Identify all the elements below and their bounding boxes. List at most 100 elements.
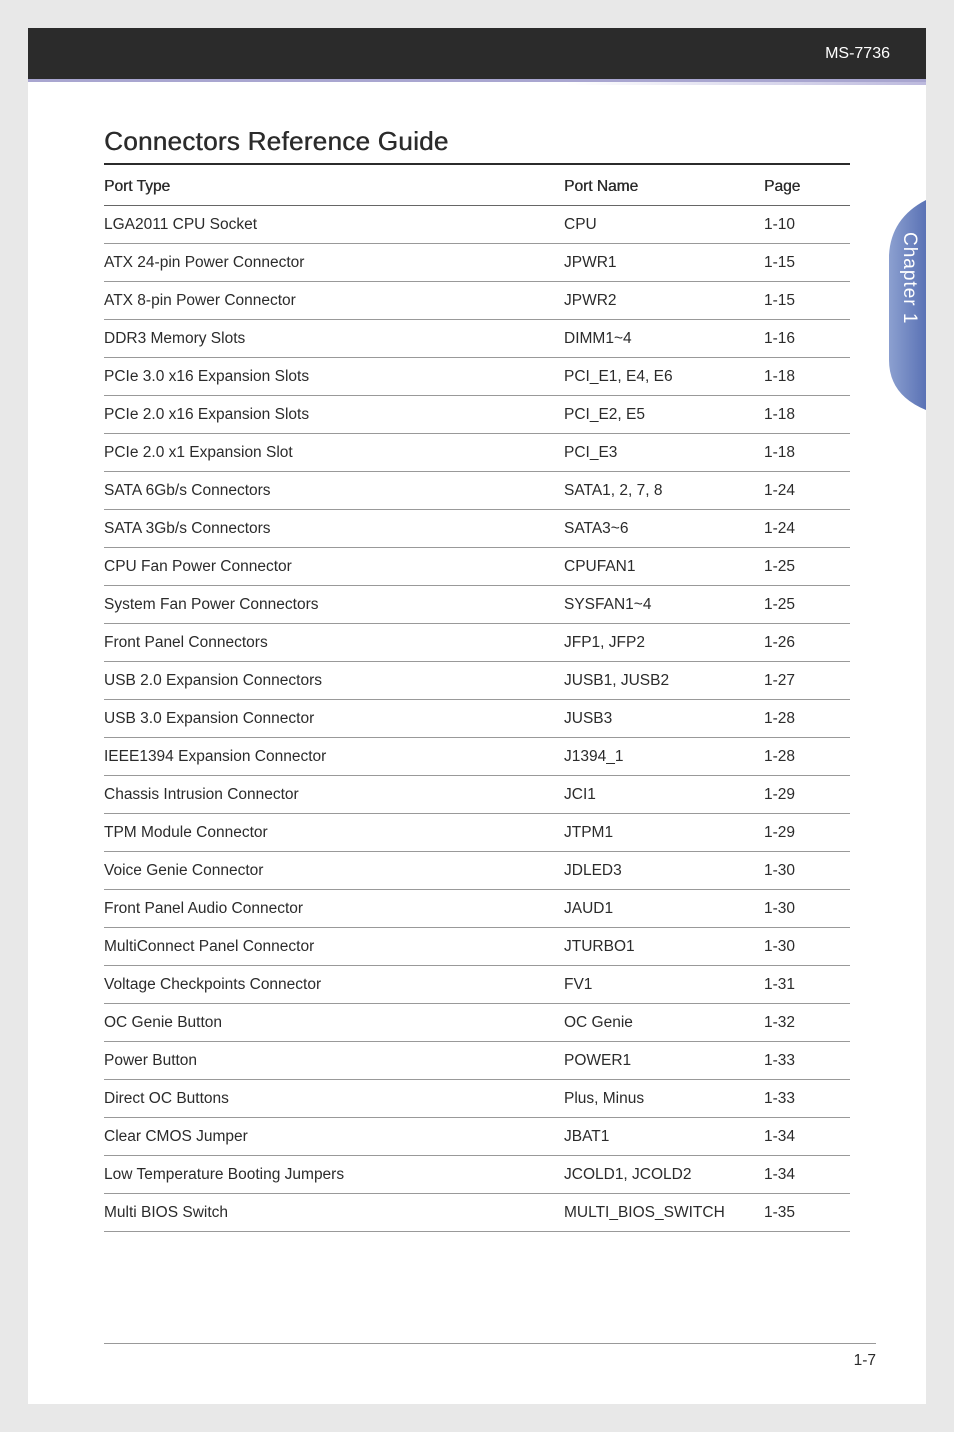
- table-row: Voice Genie ConnectorJDLED31-30: [104, 852, 850, 890]
- cell-page: 1-33: [764, 1080, 850, 1118]
- cell-page: 1-16: [764, 320, 850, 358]
- col-header-type: Port Type: [104, 169, 564, 206]
- cell-page: 1-25: [764, 586, 850, 624]
- table-row: LGA2011 CPU SocketCPU1-10: [104, 206, 850, 244]
- cell-type: IEEE1394 Expansion Connector: [104, 738, 564, 776]
- cell-type: TPM Module Connector: [104, 814, 564, 852]
- table-row: MultiConnect Panel ConnectorJTURBO11-30: [104, 928, 850, 966]
- footer: 1-7: [104, 1343, 876, 1370]
- cell-name: JUSB3: [564, 700, 764, 738]
- cell-page: 1-33: [764, 1042, 850, 1080]
- cell-type: CPU Fan Power Connector: [104, 548, 564, 586]
- cell-page: 1-28: [764, 738, 850, 776]
- cell-name: Plus, Minus: [564, 1080, 764, 1118]
- cell-name: JAUD1: [564, 890, 764, 928]
- header-bar: MS-7736: [28, 28, 926, 82]
- cell-page: 1-25: [764, 548, 850, 586]
- cell-type: ATX 24-pin Power Connector: [104, 244, 564, 282]
- table-row: System Fan Power ConnectorsSYSFAN1~41-25: [104, 586, 850, 624]
- table-row: Direct OC ButtonsPlus, Minus1-33: [104, 1080, 850, 1118]
- cell-name: PCI_E3: [564, 434, 764, 472]
- cell-name: SATA3~6: [564, 510, 764, 548]
- cell-page: 1-34: [764, 1118, 850, 1156]
- cell-page: 1-26: [764, 624, 850, 662]
- table-row: USB 2.0 Expansion ConnectorsJUSB1, JUSB2…: [104, 662, 850, 700]
- cell-name: PCI_E2, E5: [564, 396, 764, 434]
- table-row: ATX 24-pin Power ConnectorJPWR11-15: [104, 244, 850, 282]
- table-row: IEEE1394 Expansion ConnectorJ1394_11-28: [104, 738, 850, 776]
- cell-page: 1-15: [764, 282, 850, 320]
- cell-page: 1-31: [764, 966, 850, 1004]
- cell-type: MultiConnect Panel Connector: [104, 928, 564, 966]
- connectors-table: Port Type Port Name Page LGA2011 CPU Soc…: [104, 169, 850, 1232]
- page-number: 1-7: [854, 1352, 876, 1370]
- cell-type: Multi BIOS Switch: [104, 1194, 564, 1232]
- page-container: MS-7736 Connectors Reference Guide Port …: [28, 28, 926, 1404]
- table-row: DDR3 Memory SlotsDIMM1~41-16: [104, 320, 850, 358]
- cell-type: DDR3 Memory Slots: [104, 320, 564, 358]
- cell-name: DIMM1~4: [564, 320, 764, 358]
- cell-name: MULTI_BIOS_SWITCH: [564, 1194, 764, 1232]
- cell-type: Voltage Checkpoints Connector: [104, 966, 564, 1004]
- cell-type: SATA 6Gb/s Connectors: [104, 472, 564, 510]
- cell-name: JTPM1: [564, 814, 764, 852]
- cell-page: 1-30: [764, 852, 850, 890]
- cell-name: JDLED3: [564, 852, 764, 890]
- cell-name: SATA1, 2, 7, 8: [564, 472, 764, 510]
- cell-type: Voice Genie Connector: [104, 852, 564, 890]
- header-gradient: [28, 82, 926, 85]
- table-row: TPM Module ConnectorJTPM11-29: [104, 814, 850, 852]
- cell-type: OC Genie Button: [104, 1004, 564, 1042]
- cell-page: 1-29: [764, 776, 850, 814]
- table-header-row: Port Type Port Name Page: [104, 169, 850, 206]
- table-row: Front Panel Audio ConnectorJAUD11-30: [104, 890, 850, 928]
- cell-name: FV1: [564, 966, 764, 1004]
- table-row: Multi BIOS SwitchMULTI_BIOS_SWITCH1-35: [104, 1194, 850, 1232]
- table-row: PCIe 3.0 x16 Expansion SlotsPCI_E1, E4, …: [104, 358, 850, 396]
- cell-type: PCIe 2.0 x1 Expansion Slot: [104, 434, 564, 472]
- cell-type: Front Panel Connectors: [104, 624, 564, 662]
- table-row: Power ButtonPOWER11-33: [104, 1042, 850, 1080]
- cell-page: 1-35: [764, 1194, 850, 1232]
- cell-page: 1-18: [764, 434, 850, 472]
- model-label: MS-7736: [825, 45, 890, 63]
- page-title: Connectors Reference Guide: [104, 126, 850, 165]
- cell-page: 1-34: [764, 1156, 850, 1194]
- cell-type: PCIe 3.0 x16 Expansion Slots: [104, 358, 564, 396]
- table-row: PCIe 2.0 x16 Expansion SlotsPCI_E2, E51-…: [104, 396, 850, 434]
- cell-name: JFP1, JFP2: [564, 624, 764, 662]
- cell-name: JUSB1, JUSB2: [564, 662, 764, 700]
- table-row: Chassis Intrusion ConnectorJCI11-29: [104, 776, 850, 814]
- cell-type: USB 3.0 Expansion Connector: [104, 700, 564, 738]
- cell-name: JBAT1: [564, 1118, 764, 1156]
- cell-name: CPUFAN1: [564, 548, 764, 586]
- cell-page: 1-28: [764, 700, 850, 738]
- cell-type: Chassis Intrusion Connector: [104, 776, 564, 814]
- content-area: Connectors Reference Guide Port Type Por…: [104, 126, 850, 1232]
- chapter-tab-label: Chapter 1: [892, 232, 926, 382]
- table-row: Clear CMOS JumperJBAT11-34: [104, 1118, 850, 1156]
- cell-page: 1-10: [764, 206, 850, 244]
- table-row: CPU Fan Power ConnectorCPUFAN11-25: [104, 548, 850, 586]
- cell-type: LGA2011 CPU Socket: [104, 206, 564, 244]
- cell-page: 1-30: [764, 928, 850, 966]
- table-row: SATA 6Gb/s ConnectorsSATA1, 2, 7, 81-24: [104, 472, 850, 510]
- cell-type: PCIe 2.0 x16 Expansion Slots: [104, 396, 564, 434]
- col-header-name: Port Name: [564, 169, 764, 206]
- cell-name: JPWR2: [564, 282, 764, 320]
- table-row: Low Temperature Booting JumpersJCOLD1, J…: [104, 1156, 850, 1194]
- cell-page: 1-24: [764, 510, 850, 548]
- cell-type: System Fan Power Connectors: [104, 586, 564, 624]
- cell-type: USB 2.0 Expansion Connectors: [104, 662, 564, 700]
- cell-type: SATA 3Gb/s Connectors: [104, 510, 564, 548]
- cell-type: Low Temperature Booting Jumpers: [104, 1156, 564, 1194]
- cell-type: Clear CMOS Jumper: [104, 1118, 564, 1156]
- cell-page: 1-18: [764, 358, 850, 396]
- cell-name: POWER1: [564, 1042, 764, 1080]
- table-row: OC Genie ButtonOC Genie1-32: [104, 1004, 850, 1042]
- cell-name: J1394_1: [564, 738, 764, 776]
- table-row: SATA 3Gb/s ConnectorsSATA3~61-24: [104, 510, 850, 548]
- cell-name: JCI1: [564, 776, 764, 814]
- cell-type: Direct OC Buttons: [104, 1080, 564, 1118]
- cell-type: ATX 8-pin Power Connector: [104, 282, 564, 320]
